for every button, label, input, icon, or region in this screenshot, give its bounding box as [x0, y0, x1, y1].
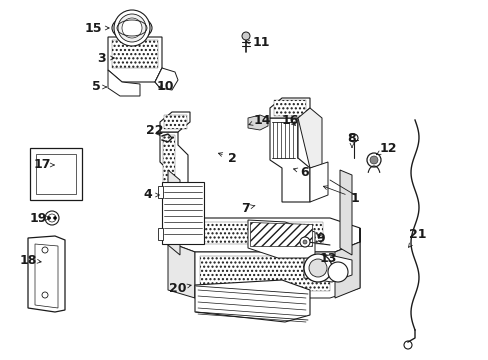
Polygon shape [160, 112, 190, 132]
Text: 14: 14 [248, 113, 270, 126]
Text: 12: 12 [376, 141, 396, 155]
Polygon shape [108, 37, 162, 82]
Polygon shape [195, 242, 359, 298]
Polygon shape [108, 70, 140, 96]
Text: 13: 13 [319, 252, 336, 265]
Circle shape [45, 211, 59, 225]
Circle shape [122, 18, 142, 38]
Bar [158, 186, 163, 198]
Polygon shape [334, 228, 359, 298]
Circle shape [118, 14, 146, 42]
Bar [163, 135, 175, 197]
Polygon shape [269, 118, 309, 202]
Circle shape [304, 254, 331, 282]
Polygon shape [309, 162, 327, 202]
Text: 10: 10 [156, 81, 173, 94]
Bar [200, 256, 329, 291]
Ellipse shape [112, 16, 152, 40]
Polygon shape [195, 280, 309, 322]
Polygon shape [269, 98, 309, 118]
Text: 11: 11 [245, 36, 269, 49]
Polygon shape [297, 108, 321, 168]
Text: 22: 22 [146, 123, 163, 136]
Text: 1: 1 [323, 186, 359, 204]
Polygon shape [304, 255, 351, 282]
Polygon shape [35, 244, 58, 308]
Text: 18: 18 [19, 253, 41, 266]
Polygon shape [168, 218, 359, 252]
Bar [36, 154, 76, 194]
Text: 8: 8 [347, 131, 356, 148]
Circle shape [308, 259, 326, 277]
Text: 15: 15 [84, 22, 109, 35]
Polygon shape [168, 242, 195, 298]
Bar [30, 148, 82, 200]
Bar [162, 182, 203, 244]
Text: 7: 7 [240, 202, 254, 215]
Bar [163, 115, 186, 129]
Polygon shape [168, 170, 180, 255]
Circle shape [369, 156, 377, 164]
Polygon shape [160, 132, 187, 210]
Circle shape [48, 214, 56, 222]
Bar [273, 100, 305, 116]
Circle shape [53, 216, 57, 220]
Text: 21: 21 [407, 229, 426, 247]
Text: 20: 20 [169, 282, 191, 294]
Text: 6: 6 [293, 166, 309, 179]
Polygon shape [339, 170, 351, 255]
Circle shape [114, 10, 150, 46]
Bar [158, 228, 163, 240]
Polygon shape [155, 68, 168, 88]
Polygon shape [155, 68, 178, 90]
Text: 19: 19 [29, 211, 50, 225]
Polygon shape [247, 115, 267, 130]
Text: 17: 17 [33, 158, 54, 171]
Polygon shape [247, 220, 314, 258]
Polygon shape [28, 236, 65, 312]
Circle shape [242, 32, 249, 40]
Bar [175, 222, 323, 244]
Polygon shape [249, 222, 311, 246]
Circle shape [349, 134, 357, 142]
Circle shape [327, 262, 347, 282]
Circle shape [47, 216, 50, 220]
Text: 3: 3 [98, 51, 114, 64]
Bar [112, 40, 158, 68]
Circle shape [366, 153, 380, 167]
Circle shape [299, 237, 309, 247]
Text: 16: 16 [281, 113, 298, 126]
Circle shape [303, 240, 306, 244]
Text: 2: 2 [218, 152, 236, 165]
Text: 9: 9 [316, 231, 325, 244]
Text: 4: 4 [143, 189, 159, 202]
Text: 5: 5 [91, 81, 106, 94]
